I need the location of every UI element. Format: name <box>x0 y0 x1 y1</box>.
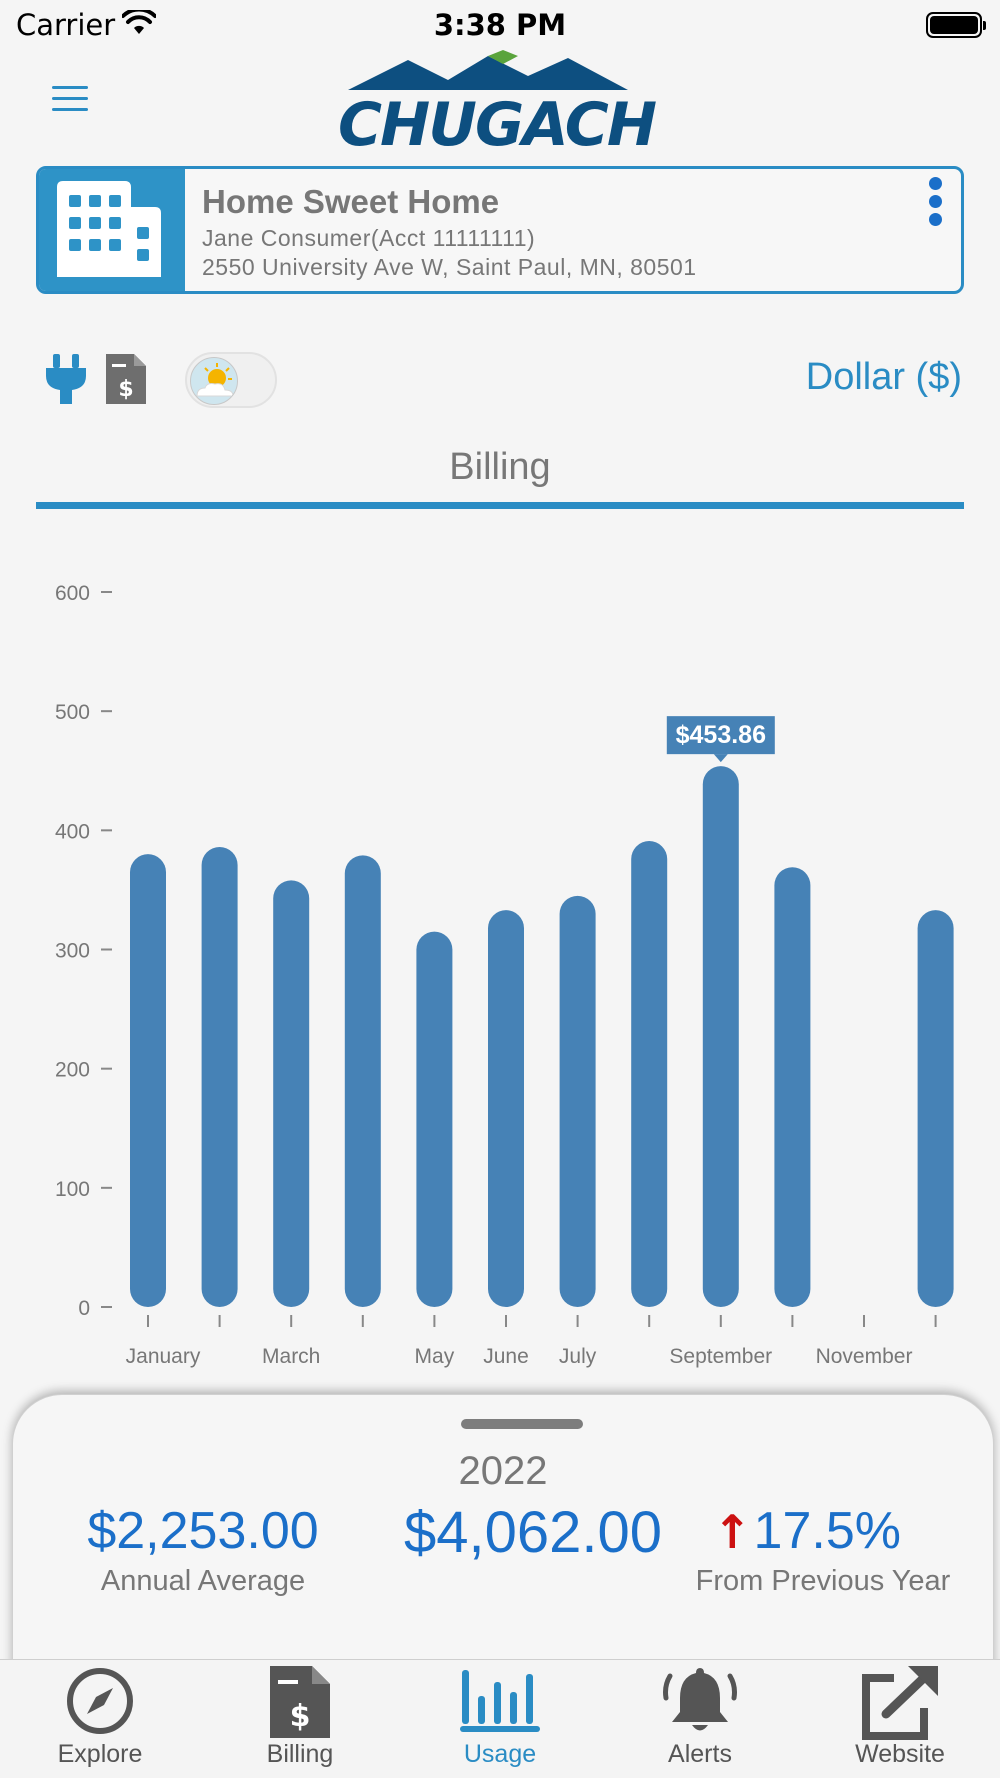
weather-icon <box>190 357 238 405</box>
tab-bar: Explore $ Billing Usage <box>0 1659 1000 1778</box>
y-tick-label: 400 <box>55 820 90 843</box>
tab-explore[interactable]: Explore <box>0 1660 200 1778</box>
wifi-icon <box>122 10 156 34</box>
y-tick-label: 0 <box>78 1297 90 1320</box>
x-tick-label: September <box>669 1345 772 1368</box>
bar-february <box>201 847 238 1307</box>
summary-year: 2022 <box>458 1449 548 1493</box>
status-bar: Carrier 3:38 PM <box>0 0 1000 50</box>
value-tooltip <box>666 716 775 755</box>
bill-document-icon[interactable]: $ <box>106 354 146 404</box>
change-label: From Previous Year <box>695 1565 951 1597</box>
chugach-logo: CHUGACH <box>338 50 657 160</box>
billing-bar-chart: 0 100 200 300 400 500 600 January March May June Ju… <box>55 582 954 1368</box>
total-value: $4,062.00 <box>403 1500 663 1565</box>
tab-usage-label: Usage <box>463 1740 537 1768</box>
tab-alerts[interactable]: Alerts <box>600 1660 800 1778</box>
bar-april <box>344 855 381 1307</box>
tab-billing-nav[interactable]: $ Billing <box>200 1660 400 1778</box>
tab-usage[interactable]: Usage <box>400 1660 600 1778</box>
bar-july <box>559 895 596 1307</box>
bar-october <box>774 867 811 1307</box>
annual-average-value: $2,253.00 <box>87 1502 319 1560</box>
x-tick-label: November <box>816 1345 913 1368</box>
change-percent: 17.5% <box>753 1502 901 1560</box>
tab-website-label: Website <box>855 1740 945 1768</box>
x-tick-label: July <box>559 1345 597 1368</box>
tab-billing[interactable]: Billing <box>449 446 551 488</box>
compass-icon <box>67 1668 133 1734</box>
bar-chart-icon <box>460 1670 540 1732</box>
bill-icon: $ <box>270 1666 330 1738</box>
clock: 3:38 PM <box>433 8 567 42</box>
svg-text:$: $ <box>118 377 133 402</box>
battery-icon <box>926 12 986 38</box>
account-customer: Jane Consumer(Acct 11111111) <box>202 225 536 251</box>
tab-alerts-label: Alerts <box>668 1740 732 1768</box>
logo-text: CHUGACH <box>338 90 657 160</box>
x-tick-label: June <box>483 1345 529 1368</box>
tab-billing-label: Billing <box>266 1740 334 1768</box>
bar-january <box>130 854 166 1307</box>
tab-website[interactable]: Website <box>800 1660 1000 1778</box>
bar-may <box>416 931 453 1307</box>
y-tick-label: 200 <box>55 1059 90 1082</box>
change-value: ↑17.5% <box>713 1501 933 1561</box>
up-arrow-icon: ↑ <box>713 1505 752 1559</box>
unit-selector[interactable]: Dollar ($) <box>805 356 962 398</box>
value-tooltip-label: $453.86 <box>676 721 766 749</box>
bar-september <box>702 766 739 1307</box>
y-tick-label: 600 <box>55 582 90 605</box>
y-tick-label: 300 <box>55 940 90 963</box>
bar-august <box>631 841 668 1307</box>
bar-december <box>917 910 954 1307</box>
external-link-icon <box>862 1666 938 1740</box>
menu-button[interactable] <box>52 86 88 114</box>
hamburger-icon <box>52 86 88 89</box>
building-icon <box>39 169 185 291</box>
bar-march <box>273 880 310 1307</box>
tab-indicator <box>36 502 964 509</box>
weather-toggle[interactable] <box>185 352 277 408</box>
sheet-grabber[interactable] <box>461 1419 583 1429</box>
y-tick-label: 100 <box>55 1178 90 1201</box>
x-tick-label: January <box>126 1345 201 1368</box>
value-tooltip-pointer <box>713 754 728 763</box>
account-address: 2550 University Ave W, Saint Paul, MN, 8… <box>202 254 697 280</box>
carrier-label: Carrier <box>16 8 116 42</box>
x-tick-label: March <box>262 1345 320 1368</box>
y-tick-label: 500 <box>55 701 90 724</box>
more-options-button[interactable] <box>923 177 947 231</box>
bell-icon <box>663 1668 737 1731</box>
annual-average-label: Annual Average <box>100 1565 306 1597</box>
x-tick-label: May <box>415 1345 455 1368</box>
bar-june <box>488 910 524 1307</box>
account-card[interactable]: Home Sweet Home Jane Consumer(Acct 11111… <box>36 166 964 294</box>
account-name: Home Sweet Home <box>202 183 500 220</box>
svg-text:$: $ <box>290 1699 311 1734</box>
electric-plug-icon[interactable] <box>46 354 86 404</box>
tab-explore-label: Explore <box>57 1740 143 1768</box>
